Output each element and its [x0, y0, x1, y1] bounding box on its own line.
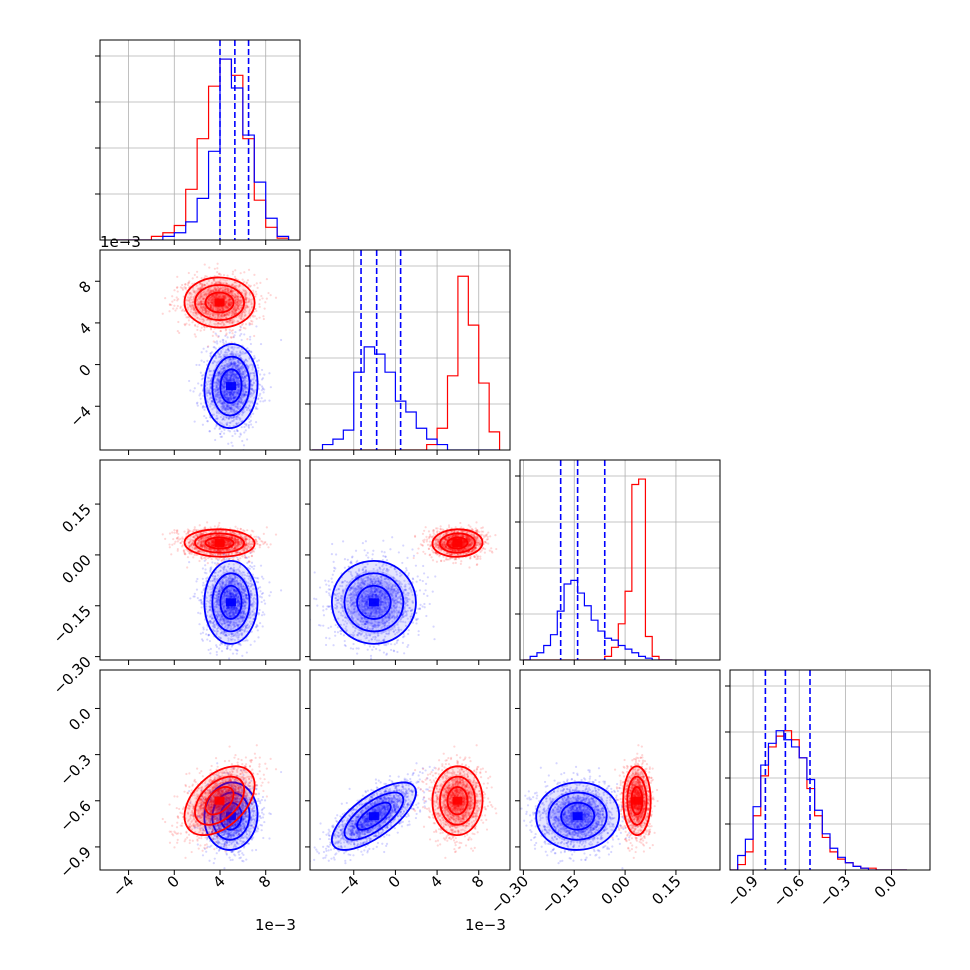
blue-contours	[203, 343, 259, 430]
panel-3-3	[729, 669, 931, 871]
red-histogram	[523, 478, 673, 660]
x-tick-label-2-0: −0.30	[487, 872, 532, 917]
red-contours	[622, 765, 652, 837]
x-tick-label-3-1: −0.6	[770, 872, 808, 910]
y-tick-label-2-3: 0.15	[58, 500, 94, 536]
x-tick-label-1-0: −4	[334, 872, 362, 900]
x-tick-label-2-1: −0.15	[538, 872, 583, 917]
x-offset-label-0: 1e−3	[255, 916, 296, 934]
red-contours	[183, 528, 256, 558]
panel-1-0	[99, 249, 301, 451]
blue-histogram	[117, 58, 290, 240]
panel-2-1	[309, 459, 511, 661]
x-tick-label-1-1: 0	[385, 872, 404, 891]
panel-1-1	[309, 249, 511, 451]
blue-contours	[330, 559, 417, 645]
y-tick-label-3-2: −0.3	[56, 751, 94, 789]
blue-contours	[535, 781, 621, 851]
x-tick-label-3-3: 0.0	[871, 872, 901, 902]
y-tick-label-1-0: −4	[66, 402, 94, 430]
x-tick-label-0-3: 8	[255, 872, 274, 891]
y-tick-label-3-1: −0.6	[56, 797, 94, 835]
panel-2-0	[99, 459, 301, 661]
x-tick-label-1-3: 8	[468, 872, 487, 891]
red-contours	[183, 765, 256, 837]
y-tick-label-3-3: 0.0	[65, 705, 95, 735]
blue-density	[331, 782, 416, 850]
grid	[310, 250, 510, 450]
blue-contours	[203, 559, 259, 645]
panel-0-0	[99, 39, 301, 241]
y-offset-label: 1e−3	[100, 233, 141, 251]
panel-3-1	[309, 669, 511, 871]
red-contours	[431, 765, 484, 837]
x-tick-label-0-0: −4	[109, 872, 137, 900]
y-tick-label-1-3: 8	[75, 277, 94, 296]
x-tick-label-1-2: 4	[426, 872, 445, 891]
x-offset-label-1: 1e−3	[465, 916, 506, 934]
y-tick-label-2-1: −0.15	[50, 602, 95, 647]
y-tick-label-1-1: 0	[75, 361, 94, 380]
x-tick-label-0-1: 0	[164, 872, 183, 891]
x-tick-label-2-2: 0.00	[598, 872, 634, 908]
x-tick-label-3-2: −0.3	[816, 872, 854, 910]
panel-2-2	[519, 459, 721, 661]
red-density	[184, 766, 255, 836]
red-scatter	[161, 262, 278, 348]
panel-3-0	[99, 669, 301, 871]
x-tick-label-2-3: 0.15	[648, 872, 684, 908]
y-tick-label-1-2: 4	[75, 319, 94, 338]
blue-histogram	[312, 346, 500, 450]
grid	[730, 670, 930, 870]
blue-histogram	[523, 579, 673, 660]
red-contours	[431, 528, 484, 558]
y-tick-label-2-0: −0.30	[50, 653, 95, 698]
y-tick-label-2-2: 0.00	[58, 551, 94, 587]
blue-contours	[330, 781, 417, 851]
grid	[520, 460, 720, 660]
panel-3-2	[519, 669, 721, 871]
x-tick-label-0-2: 4	[209, 872, 228, 891]
y-tick-label-3-0: −0.9	[56, 843, 94, 881]
red-contours	[183, 276, 256, 329]
x-tick-label-3-0: −0.9	[723, 872, 761, 910]
